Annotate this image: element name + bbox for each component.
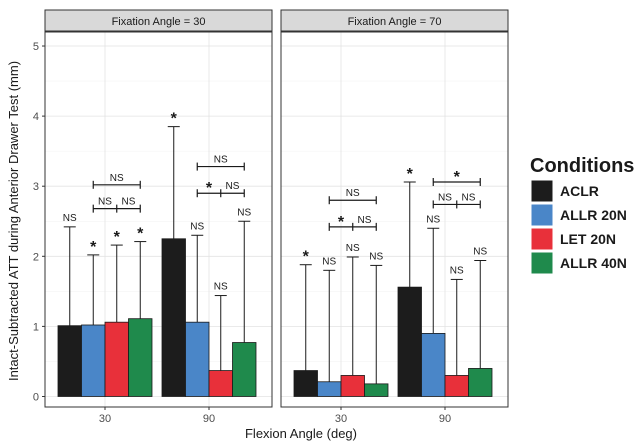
comparison-bracket: NS: [92, 173, 141, 189]
bar-allr-40n: [364, 383, 389, 397]
significance-label: NS: [190, 221, 204, 232]
bracket-label: NS: [214, 155, 228, 166]
bar-group-30: 30 * NS NS NS NS * NS: [293, 188, 389, 425]
bracket-label: NS: [226, 181, 240, 192]
legend-label: LET 20N: [560, 231, 616, 247]
gridlines: [45, 32, 272, 407]
comparison-bracket: NS: [328, 188, 377, 205]
bar-aclr: [293, 370, 318, 397]
bracket-label: NS: [438, 192, 452, 203]
bar-allr-20n: [185, 321, 210, 397]
facet-strip: [280, 9, 509, 32]
y-tick-label: 2: [33, 251, 39, 263]
bar-aclr: [161, 238, 186, 397]
significance-star: *: [137, 226, 144, 243]
bracket-label: NS: [462, 192, 476, 203]
bracket-star: *: [206, 180, 213, 197]
bracket-label: NS: [98, 197, 112, 208]
comparison-bracket: NS NS: [432, 192, 481, 209]
y-tick-label: 1: [33, 321, 39, 333]
comparison-bracket: NS: [196, 155, 245, 171]
bar-allr-20n: [421, 333, 446, 397]
y-axis-ticks: 0 1 2 3 4 5: [33, 41, 45, 403]
significance-star: *: [407, 166, 414, 183]
significance-label: NS: [63, 213, 77, 224]
legend-label: ALLR 40N: [560, 255, 627, 271]
facet-strip-label: Fixation Angle = 70: [348, 16, 442, 28]
legend-swatch-allr-20n: [530, 203, 554, 227]
x-tick-label: 30: [99, 413, 111, 425]
significance-label: NS: [346, 243, 360, 254]
facet-strip: [44, 9, 273, 32]
bar-allr-40n: [128, 318, 153, 397]
bracket-star: *: [454, 169, 461, 186]
bracket-label: NS: [358, 215, 372, 226]
significance-label: NS: [237, 207, 251, 218]
significance-label: NS: [426, 214, 440, 225]
legend-swatch-let-20n: [530, 227, 554, 251]
legend-swatch-allr-40n: [530, 251, 554, 275]
y-axis-title: Intact-Subtracted ATT during Anterior Dr…: [6, 61, 21, 381]
bracket-label: NS: [110, 173, 124, 184]
legend-swatch-aclr: [530, 179, 554, 203]
x-tick-label: 90: [439, 413, 451, 425]
comparison-bracket: NS NS: [92, 197, 141, 213]
comparison-bracket: *: [432, 169, 481, 186]
significance-star: *: [114, 229, 121, 246]
bar-allr-40n: [468, 368, 493, 397]
x-tick-label: 90: [203, 413, 215, 425]
legend-label: ACLR: [560, 183, 599, 199]
significance-star: *: [303, 249, 310, 266]
significance-star: *: [171, 111, 178, 128]
bar-aclr: [397, 286, 422, 397]
bar-group-90: 90 * NS NS NS NS * NS: [161, 111, 257, 425]
bar-let-20n: [444, 375, 469, 397]
x-tick-label: 30: [335, 413, 347, 425]
bracket-label: NS: [346, 188, 360, 199]
bracket-label: NS: [122, 197, 136, 208]
bar-let-20n: [208, 370, 233, 397]
significance-label: NS: [214, 282, 228, 293]
y-tick-label: 5: [33, 41, 39, 53]
facet-strip-label: Fixation Angle = 30: [112, 16, 206, 28]
comparison-bracket: * NS: [196, 180, 245, 198]
legend: Conditions ACLR ALLR 20N LET 20N ALLR 40N: [530, 155, 634, 275]
bar-aclr: [57, 325, 82, 397]
bar-allr-40n: [232, 342, 257, 397]
comparison-bracket: * NS: [328, 214, 377, 231]
y-tick-label: 4: [33, 111, 39, 123]
panel-border: [280, 31, 509, 408]
panel-border: [44, 31, 273, 408]
y-tick-label: 0: [33, 391, 39, 403]
significance-label: NS: [369, 251, 383, 262]
x-axis-title: Flexion Angle (deg): [245, 426, 357, 441]
bar-allr-20n: [317, 381, 342, 397]
significance-label: NS: [473, 247, 487, 258]
significance-star: *: [90, 239, 97, 256]
bar-let-20n: [340, 375, 365, 397]
bracket-star: *: [338, 214, 345, 231]
legend-label: ALLR 20N: [560, 207, 627, 223]
legend-title: Conditions: [530, 155, 634, 177]
y-tick-label: 3: [33, 181, 39, 193]
bar-group-30: 30 NS * * * NS NS NS: [57, 173, 153, 425]
plot-area: [281, 32, 508, 407]
significance-label: NS: [322, 256, 336, 267]
significance-label: NS: [450, 265, 464, 276]
bar-allr-20n: [81, 324, 106, 397]
bar-let-20n: [104, 321, 129, 397]
